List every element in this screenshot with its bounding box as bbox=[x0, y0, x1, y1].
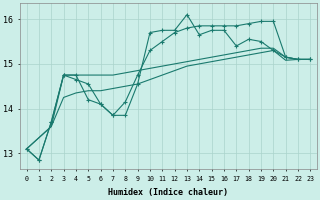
X-axis label: Humidex (Indice chaleur): Humidex (Indice chaleur) bbox=[108, 188, 228, 197]
